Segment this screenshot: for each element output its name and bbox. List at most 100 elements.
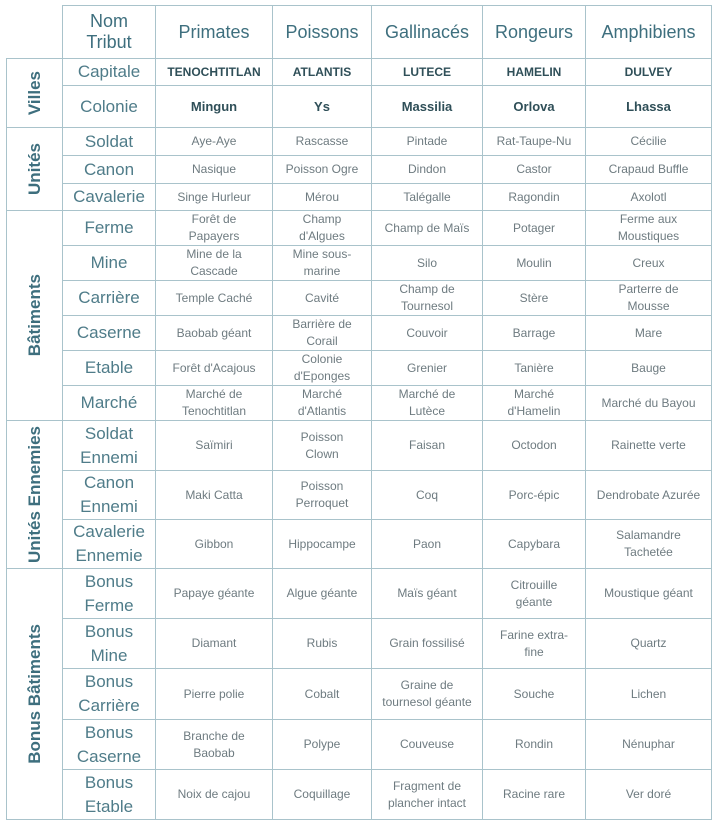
table-row: Canon Nasique Poisson Ogre Dindon Castor Crap… [7, 155, 712, 184]
table-cell: Talégalle [371, 183, 483, 211]
table-cell: Fragment de plancher intact [371, 769, 483, 820]
table-cell: Nasique [155, 155, 273, 184]
row-label: Bonus Carrière [62, 668, 156, 720]
table-cell: Marché de Lutèce [371, 385, 483, 421]
group-label: Bâtiments [24, 274, 44, 357]
row-label: Cavalerie [62, 183, 156, 211]
table-cell: Paon [371, 519, 483, 569]
table-cell: Couveuse [371, 719, 483, 770]
row-label: Colonie [62, 85, 156, 128]
table-cell: Noix de cajou [155, 769, 273, 820]
table-row: Marché Marché de Tenochtitlan Marché d'Atl… [7, 385, 712, 421]
table-cell: Capybara [482, 519, 586, 569]
table-cell: Nénuphar [585, 719, 712, 770]
table-row: Canon Ennemi Maki Catta Poisson Perroquet C… [7, 470, 712, 520]
table-cell: Poisson Clown [272, 420, 372, 471]
table-cell: Barrière de Corail [272, 315, 372, 351]
table-cell: Poisson Ogre [272, 155, 372, 184]
table-cell: Cobalt [272, 668, 372, 720]
table-cell: Axolotl [585, 183, 712, 211]
group-cell: Unités Ennemies [6, 420, 63, 569]
table-cell: Rascasse [272, 127, 372, 156]
group-label: Unités Ennemies [24, 426, 44, 563]
column-header: Poissons [272, 5, 372, 59]
table-cell: Salamandre Tachetée [585, 519, 712, 569]
row-label: Carrière [62, 280, 156, 316]
table-cell: Dindon [371, 155, 483, 184]
table-cell: Coquillage [272, 769, 372, 820]
table-cell: Graine de tournesol géante [371, 668, 483, 720]
table-cell: Marché d'Atlantis [272, 385, 372, 421]
table-row: Colonie Mingun Ys Massilia Orlova Lhassa [7, 85, 712, 128]
table-cell: Marché de Tenochtitlan [155, 385, 273, 421]
row-label: Canon [62, 155, 156, 184]
table-cell: Moulin [482, 245, 586, 281]
table-cell: Potager [482, 210, 586, 246]
table-cell: Pierre polie [155, 668, 273, 720]
row-label: Caserne [62, 315, 156, 351]
table-cell: Forêt d'Acajous [155, 350, 273, 386]
table-cell: Barrage [482, 315, 586, 351]
group-cell: Bonus Bâtiments [6, 568, 63, 820]
row-label: Bonus Mine [62, 618, 156, 669]
table-cell: Citrouille géante [482, 568, 586, 619]
table-cell: Marché d'Hamelin [482, 385, 586, 421]
table-cell: Porc-épic [482, 470, 586, 520]
table-row: Bonus Carrière Pierre polie Cobalt Graine d… [7, 668, 712, 720]
table-row: Carrière Temple Caché Cavité Champ de Tourn… [7, 280, 712, 316]
corner-header: Nom Tribut [62, 5, 156, 59]
table-cell: Lichen [585, 668, 712, 720]
table-cell: Crapaud Buffle [585, 155, 712, 184]
row-label: Cavalerie Ennemie [62, 519, 156, 569]
group-label: Unités [24, 143, 44, 195]
table-cell: Mingun [155, 85, 273, 128]
table-row: Etable Forêt d'Acajous Colonie d'Eponges Gr… [7, 350, 712, 386]
table-cell: Maïs géant [371, 568, 483, 619]
table-cell: Grenier [371, 350, 483, 386]
table-cell: Bauge [585, 350, 712, 386]
table-cell: Saïmiri [155, 420, 273, 471]
group-cell: Unités [6, 127, 63, 211]
row-label: Capitale [62, 58, 156, 86]
table-cell: Parterre de Mousse [585, 280, 712, 316]
table-cell: Rat-Taupe-Nu [482, 127, 586, 156]
table-row: Caserne Baobab géant Barrière de Corail Cou… [7, 315, 712, 351]
table-cell: Ys [272, 85, 372, 128]
table-cell: Hippocampe [272, 519, 372, 569]
table-cell: Castor [482, 155, 586, 184]
table-cell: Rubis [272, 618, 372, 669]
row-label: Marché [62, 385, 156, 421]
table-cell: Moustique géant [585, 568, 712, 619]
table-cell: Champ d'Algues [272, 210, 372, 246]
table-cell: Champ de Maïs [371, 210, 483, 246]
table-cell: HAMELIN [482, 58, 586, 86]
table-cell: Creux [585, 245, 712, 281]
table-cell: Papaye géante [155, 568, 273, 619]
table-cell: Ver doré [585, 769, 712, 820]
table-cell: TENOCHTITLAN [155, 58, 273, 86]
table-cell: Polype [272, 719, 372, 770]
table-cell: LUTECE [371, 58, 483, 86]
table-cell: Algue géante [272, 568, 372, 619]
table-row: Bâtiments Ferme Forêt de Papayers Champ d'A… [6, 210, 712, 421]
tribe-table: Nom Tribut Primates Poissons Gallinacés Ron… [6, 5, 712, 820]
table-cell: Lhassa [585, 85, 712, 128]
table-row: Unités Soldat Aye-Aye Rascasse Pintade Rat-Ta… [6, 127, 712, 211]
table-cell: Temple Caché [155, 280, 273, 316]
table-cell: Grain fossilisé [371, 618, 483, 669]
table-body: Villes Capitale TENOCHTITLAN ATLANTIS LUTECE… [6, 58, 712, 820]
table-cell: ATLANTIS [272, 58, 372, 86]
row-label: Mine [62, 245, 156, 281]
table-cell: Farine extra-fine [482, 618, 586, 669]
table-cell: Faisan [371, 420, 483, 471]
table-row: Mine Mine de la Cascade Mine sous-marine Si… [7, 245, 712, 281]
table-cell: Ferme aux Moustiques [585, 210, 712, 246]
table-cell: Champ de Tournesol [371, 280, 483, 316]
column-header: Amphibiens [585, 5, 712, 59]
table-cell: Baobab géant [155, 315, 273, 351]
table-cell: Diamant [155, 618, 273, 669]
table-cell: Cavité [272, 280, 372, 316]
table-row: Cavalerie Singe Hurleur Mérou Talégalle Rago… [7, 183, 712, 211]
table-cell: Singe Hurleur [155, 183, 273, 211]
table-cell: Rainette verte [585, 420, 712, 471]
